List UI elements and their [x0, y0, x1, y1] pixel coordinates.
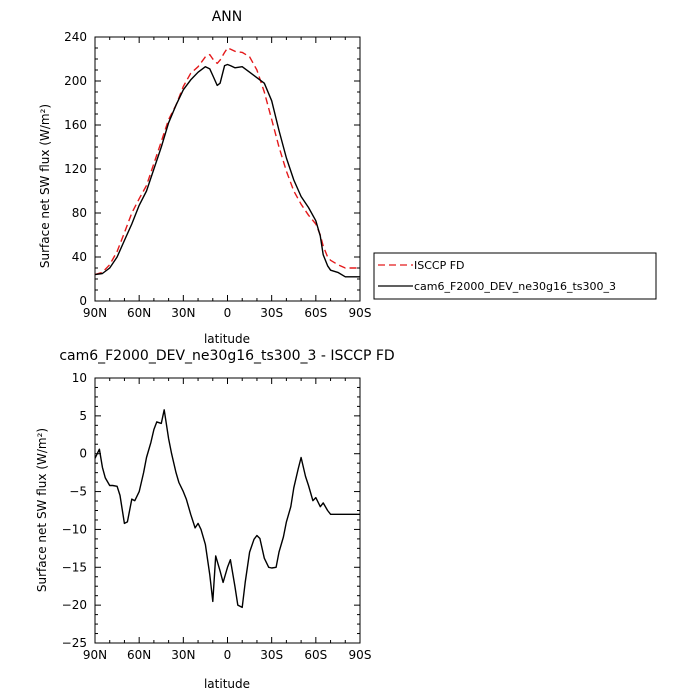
bottom-chart: cam6_F2000_DEV_ne30g16_ts300_3 - ISCCP F…: [35, 348, 395, 691]
top-chart-ytick-label: 160: [64, 118, 87, 132]
bottom-chart-xtick-label: 60S: [304, 648, 327, 662]
top-chart-series-0: [94, 47, 360, 276]
top-chart-series-1: [94, 63, 360, 278]
bottom-chart-ytick-label: 10: [72, 371, 87, 385]
legend-label-model: cam6_F2000_DEV_ne30g16_ts300_3: [414, 280, 616, 293]
top-chart-xtick-label: 0: [224, 306, 232, 320]
bottom-chart-xtick-label: 90N: [83, 648, 107, 662]
bottom-chart-ytick-label: 5: [79, 409, 87, 423]
top-chart-ytick-label: 0: [79, 294, 87, 308]
top-chart-xtick-label: 90N: [83, 306, 107, 320]
top-chart-xtick-label: 30S: [260, 306, 283, 320]
bottom-chart-xtick-label: 90S: [349, 648, 372, 662]
top-chart-xtick-label: 90S: [349, 306, 372, 320]
bottom-chart-ytick-label: −15: [62, 560, 87, 574]
bottom-chart-xtick-label: 30N: [171, 648, 195, 662]
bottom-chart-xtick-label: 60N: [127, 648, 151, 662]
bottom-chart-ylabel: Surface net SW flux (W/m²): [35, 428, 49, 592]
top-chart: ANN Surface net SW flux (W/m²) latitude …: [38, 9, 371, 346]
bottom-chart-xtick-label: 30S: [260, 648, 283, 662]
top-chart-ylabel: Surface net SW flux (W/m²): [38, 104, 52, 268]
top-chart-xtick-label: 30N: [171, 306, 195, 320]
bottom-chart-ytick-label: −20: [62, 598, 87, 612]
bottom-chart-series-0: [94, 409, 360, 609]
top-chart-frame: [94, 36, 361, 302]
bottom-chart-ytick-label: −25: [62, 636, 87, 650]
bottom-chart-xlabel: latitude: [204, 677, 250, 691]
legend-frame: [373, 252, 657, 300]
top-chart-xtick-label: 60N: [127, 306, 151, 320]
top-chart-ytick-label: 200: [64, 74, 87, 88]
bottom-chart-ytick-label: −10: [62, 522, 87, 536]
bottom-chart-xtick-label: 0: [224, 648, 232, 662]
legend-label-isccp: ISCCP FD: [414, 259, 465, 272]
bottom-chart-frame: [94, 377, 361, 644]
top-chart-title: ANN: [212, 9, 243, 25]
top-chart-ytick-label: 240: [64, 30, 87, 44]
top-chart-ytick-label: 80: [72, 206, 87, 220]
top-chart-xlabel: latitude: [204, 332, 250, 346]
top-chart-xtick-label: 60S: [304, 306, 327, 320]
bottom-chart-ytick-label: −5: [69, 485, 87, 499]
bottom-chart-title: cam6_F2000_DEV_ne30g16_ts300_3 - ISCCP F…: [59, 348, 394, 364]
top-chart-ytick-label: 120: [64, 162, 87, 176]
bottom-chart-ytick-label: 0: [79, 447, 87, 461]
top-chart-ytick-label: 40: [72, 250, 87, 264]
legend: ISCCP FD cam6_F2000_DEV_ne30g16_ts300_3: [373, 252, 657, 300]
